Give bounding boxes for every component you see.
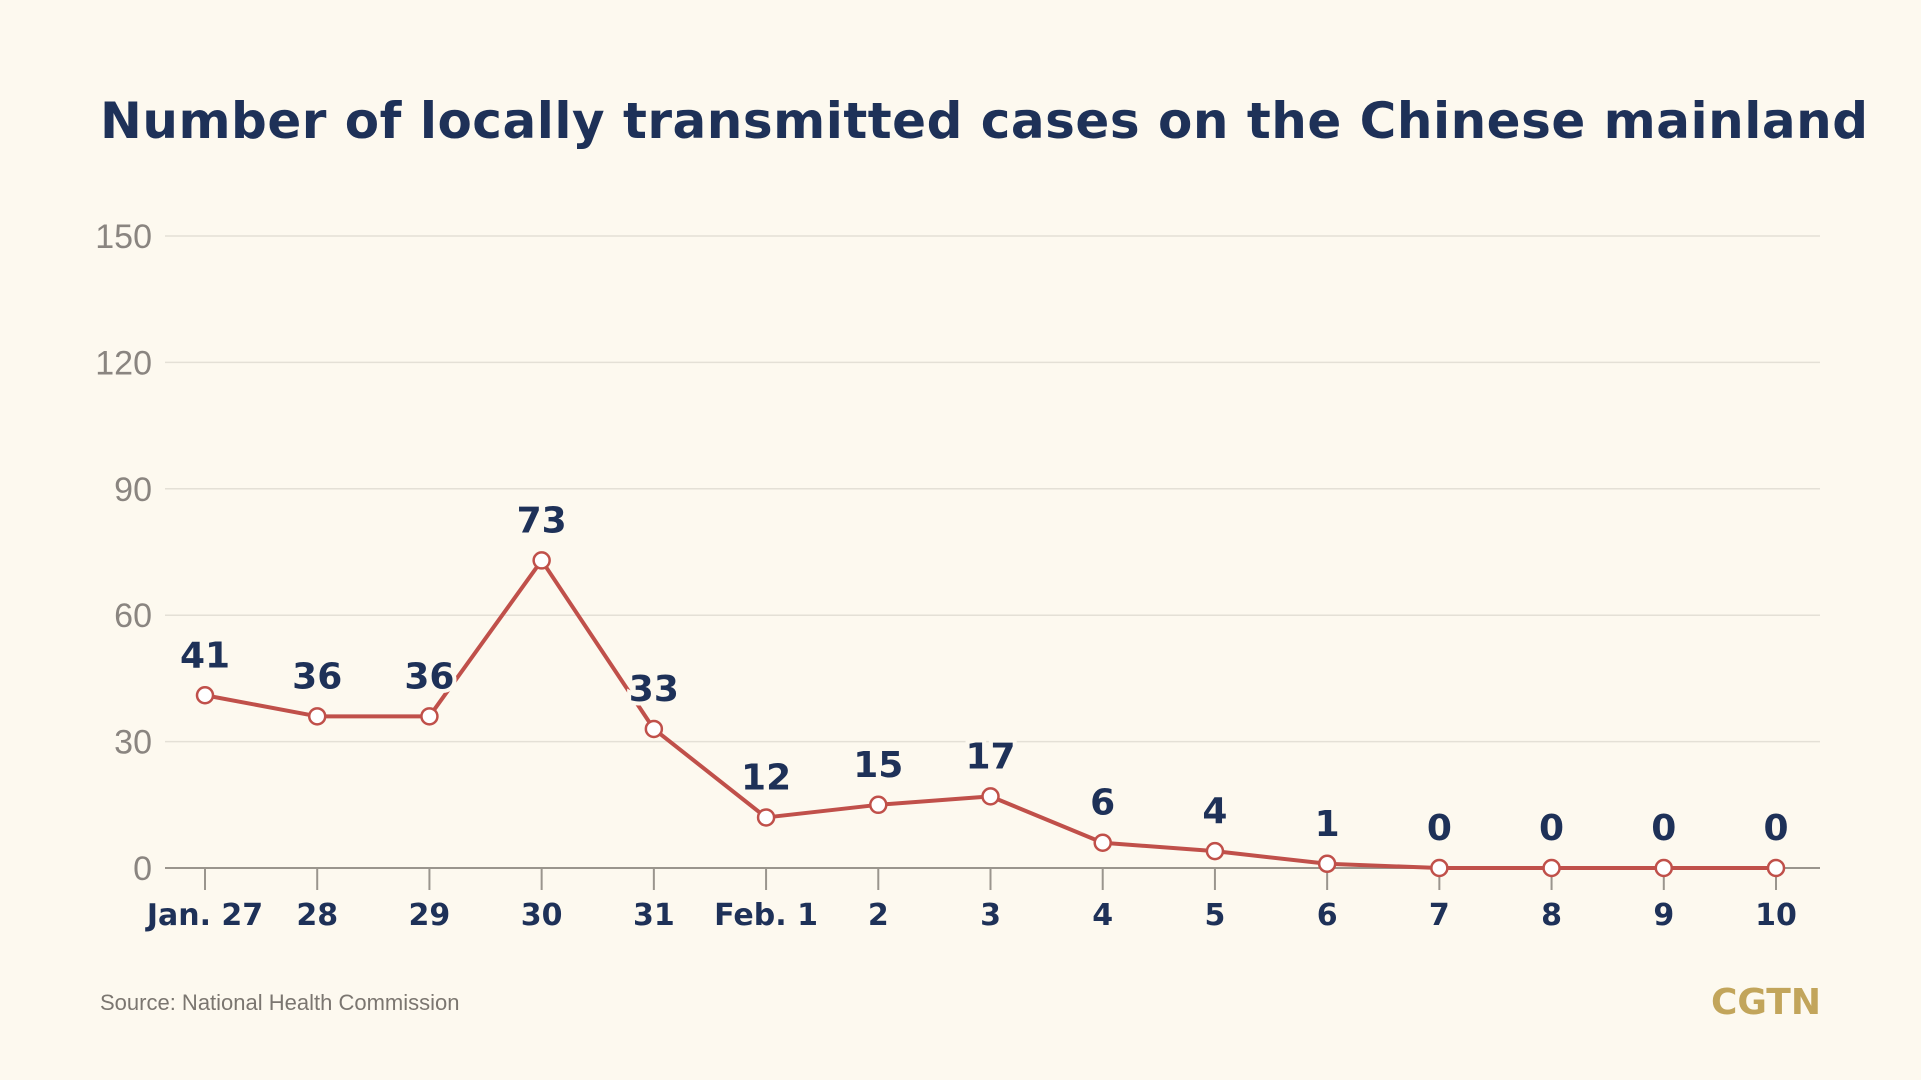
y-axis: 0 30 60 90 120 150 [95,218,152,888]
x-tick-label: Jan. 27 [145,898,263,933]
data-point [981,787,1000,806]
data-point [1317,854,1337,874]
data-label: 6 [1090,783,1115,824]
data-point [869,795,888,815]
x-tick-label: 31 [633,898,675,933]
data-point [1430,858,1449,878]
y-tick-label: 30 [114,724,152,762]
data-point [532,551,551,570]
data-point [1093,833,1112,852]
data-point [1542,858,1561,878]
x-tick-label: 2 [868,898,889,933]
data-label: 73 [517,500,567,541]
gridlines [165,235,1820,743]
x-tick-label: 6 [1317,898,1338,933]
data-point [1205,841,1225,861]
data-point [756,808,776,827]
y-tick-label: 120 [95,344,152,382]
data-point [307,707,327,726]
data-label: 0 [1539,808,1564,849]
data-label: 4 [1202,791,1227,832]
x-axis: Jan. 27 28 29 30 31 Feb. 1 2 3 4 5 6 7 8 9 10 [145,867,1820,933]
data-label: 36 [404,656,454,697]
data-label: 41 [180,635,230,676]
data-label: 0 [1651,808,1676,849]
cgtn-logo: CGTN [1710,982,1821,1023]
x-tick-label: 3 [980,898,1001,933]
data-point [1654,858,1674,878]
data-label: 17 [965,736,1015,777]
y-tick-label: 150 [95,218,152,256]
y-tick-label: 90 [114,471,152,509]
data-label: 0 [1427,808,1452,849]
x-tick-label: 29 [409,898,451,933]
x-tick-label: 7 [1429,898,1450,933]
data-label: 36 [292,656,342,697]
source-note: Source: National Health Commission [100,990,460,1015]
data-label: 12 [741,757,791,798]
data-points [195,551,1786,878]
x-tick-label: Feb. 1 [714,898,818,933]
y-tick-label: 60 [114,597,152,635]
data-point [644,719,664,739]
x-tick-label: 9 [1653,898,1674,933]
data-label: 15 [853,745,903,786]
x-tick-label: 4 [1092,898,1113,933]
x-tick-label: 28 [296,898,338,933]
data-point [1766,858,1786,878]
x-tick-label: 8 [1541,898,1562,933]
data-point [195,686,215,705]
data-label: 1 [1315,804,1340,845]
chart-title: Number of locally transmitted cases on t… [100,92,1869,150]
x-tick-label: 30 [521,898,563,933]
data-label: 0 [1763,808,1788,849]
x-tick-label: 5 [1204,898,1225,933]
y-tick-label: 0 [133,850,152,888]
x-tick-label: 10 [1755,898,1797,933]
data-point [420,707,439,726]
data-label: 33 [629,669,679,710]
